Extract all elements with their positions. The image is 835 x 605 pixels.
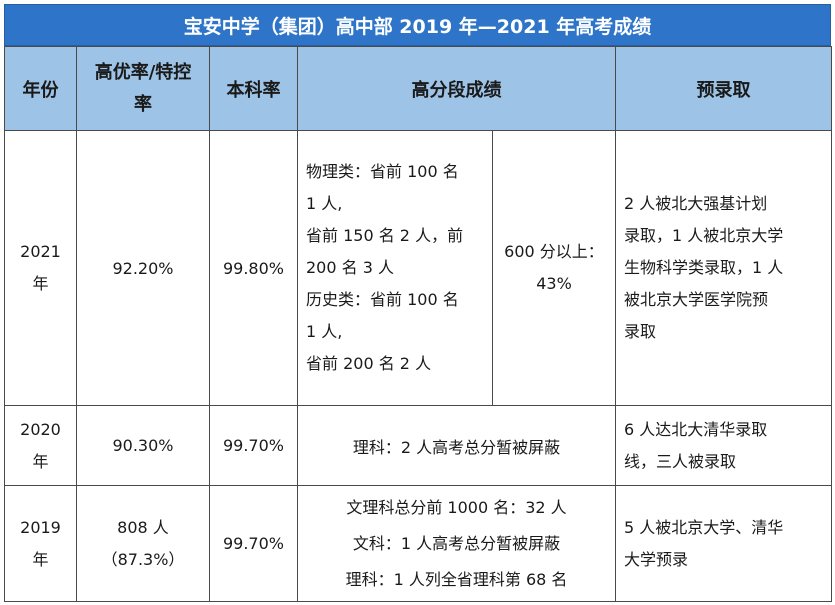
undergrad-rate-cell: 99.80% bbox=[209, 130, 298, 406]
high-scores-cell: 理科：2 人高考总分暂被屏蔽 bbox=[297, 405, 616, 486]
table-row-2020: 2020 年 90.30% 99.70% 理科：2 人高考总分暂被屏蔽 6 人达… bbox=[4, 405, 832, 486]
year-cell: 2020 年 bbox=[4, 405, 77, 486]
excellent-rate-cell: 92.20% bbox=[76, 130, 210, 406]
pre-admission-cell: 2 人被北大强基计划 录取，1 人被北京大学 生物科学类录取，1 人 被北京大学… bbox=[615, 130, 832, 406]
high-scores-cell: 文理科总分前 1000 名：32 人 文科：1 人高考总分暂被屏蔽 理科：1 人… bbox=[297, 485, 616, 602]
table-row-2019: 2019 年 808 人 （87.3%） 99.70% 文理科总分前 1000 … bbox=[4, 485, 832, 602]
header-undergrad-rate: 本科率 bbox=[209, 46, 298, 131]
results-table: 年份 高优率/特控 率 本科率 高分段成绩 预录取 2021 年 92.20% … bbox=[4, 46, 832, 602]
results-table-container: 宝安中学（集团）高中部 2019 年—2021 年高考成绩 年份 高优率/特控 … bbox=[4, 4, 832, 602]
undergrad-rate-cell: 99.70% bbox=[209, 405, 298, 486]
high-scores-600-cell: 600 分以上： 43% bbox=[492, 130, 616, 406]
header-excellent-rate: 高优率/特控 率 bbox=[76, 46, 210, 131]
pre-admission-cell: 6 人达北大清华录取 线，三人被录取 bbox=[615, 405, 832, 486]
header-high-scores: 高分段成绩 bbox=[297, 46, 616, 131]
table-row-2021: 2021 年 92.20% 99.80% 物理类：省前 100 名 1 人, 省… bbox=[4, 130, 832, 406]
undergrad-rate-cell: 99.70% bbox=[209, 485, 298, 602]
year-cell: 2021 年 bbox=[4, 130, 77, 406]
header-row: 年份 高优率/特控 率 本科率 高分段成绩 预录取 bbox=[4, 46, 832, 131]
year-cell: 2019 年 bbox=[4, 485, 77, 602]
excellent-rate-cell: 808 人 （87.3%） bbox=[76, 485, 210, 602]
header-year: 年份 bbox=[4, 46, 77, 131]
high-scores-detail-cell: 物理类：省前 100 名 1 人, 省前 150 名 2 人，前 200 名 3… bbox=[297, 130, 493, 406]
pre-admission-cell: 5 人被北京大学、清华 大学预录 bbox=[615, 485, 832, 602]
table-title: 宝安中学（集团）高中部 2019 年—2021 年高考成绩 bbox=[4, 4, 831, 46]
header-pre-admission: 预录取 bbox=[615, 46, 832, 131]
excellent-rate-cell: 90.30% bbox=[76, 405, 210, 486]
